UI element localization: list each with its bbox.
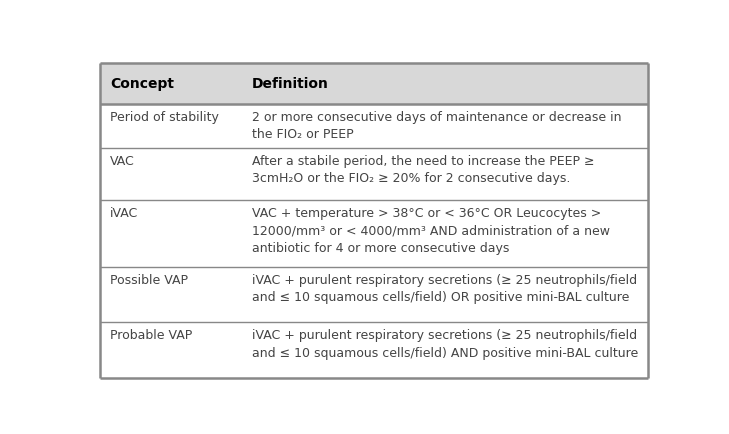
Text: iVAC + purulent respiratory secretions (≥ 25 neutrophils/field
and ≤ 10 squamous: iVAC + purulent respiratory secretions (… bbox=[252, 329, 639, 359]
Text: After a stabile period, the need to increase the PEEP ≥
3cmH₂O or the FIO₂ ≥ 20%: After a stabile period, the need to incr… bbox=[252, 155, 595, 185]
Text: 2 or more consecutive days of maintenance or decrease in
the FIO₂ or PEEP: 2 or more consecutive days of maintenanc… bbox=[252, 110, 622, 141]
Bar bbox=[100, 64, 647, 104]
Text: Period of stability: Period of stability bbox=[110, 110, 219, 123]
Text: iVAC: iVAC bbox=[110, 206, 138, 219]
Text: Concept: Concept bbox=[110, 77, 174, 91]
Text: Possible VAP: Possible VAP bbox=[110, 273, 188, 286]
Text: VAC + temperature > 38°C or < 36°C OR Leucocytes >
12000/mm³ or < 4000/mm³ AND a: VAC + temperature > 38°C or < 36°C OR Le… bbox=[252, 206, 610, 254]
Text: Probable VAP: Probable VAP bbox=[110, 329, 192, 342]
Text: Definition: Definition bbox=[252, 77, 329, 91]
Text: VAC: VAC bbox=[110, 155, 135, 168]
Text: iVAC + purulent respiratory secretions (≥ 25 neutrophils/field
and ≤ 10 squamous: iVAC + purulent respiratory secretions (… bbox=[252, 273, 637, 303]
